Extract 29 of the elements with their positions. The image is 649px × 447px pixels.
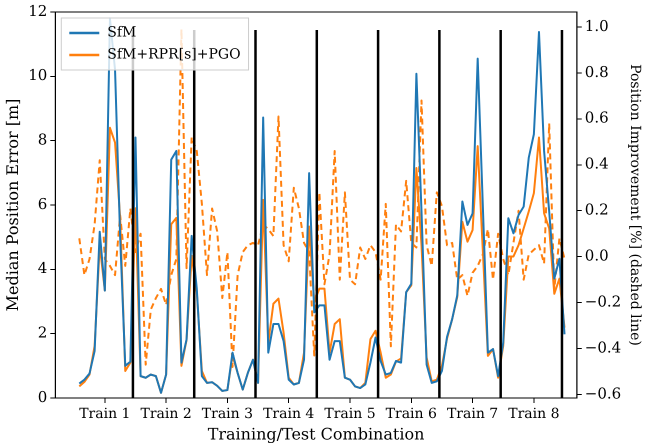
y2-axis-title: Position Improvement [%] (dashed line): [626, 64, 643, 346]
y-tick-label: 6: [38, 194, 48, 213]
y2-tick-label: 0.8: [584, 62, 609, 81]
x-tick-label: Train 1: [79, 406, 130, 422]
x-tick-label: Train 3: [202, 406, 254, 422]
y2-tick-label: −0.2: [584, 292, 622, 311]
legend-label: SfM: [107, 24, 136, 41]
y2-tick-label: −0.4: [584, 338, 622, 356]
y2-tick-label: 0.2: [584, 200, 609, 219]
x-tick-label: Train 7: [446, 406, 498, 422]
y-tick-label: 0: [38, 388, 48, 406]
x-tick-label: Train 6: [386, 406, 437, 422]
x-axis-title: Training/Test Combination: [208, 424, 424, 444]
y-tick-label: 10: [28, 66, 48, 84]
x-tick-label: Train 5: [324, 406, 376, 422]
y2-tick-label: 1.0: [584, 16, 609, 35]
y2-tick-label: 0.4: [584, 154, 609, 173]
y-tick-label: 8: [38, 130, 48, 149]
x-tick-label: Train 2: [140, 406, 192, 422]
legend-label: SfM+RPR[s]+PGO: [107, 46, 241, 63]
x-tick-label: Train 4: [263, 406, 314, 422]
x-tick-label: Train 8: [508, 406, 560, 422]
y2-tick-label: 0.6: [584, 108, 609, 127]
y2-tick-label: −0.6: [584, 384, 622, 402]
y-tick-label: 2: [38, 324, 48, 342]
y-tick-label: 4: [38, 259, 48, 278]
y2-tick-label: 0.0: [584, 246, 609, 265]
y-axis-title: Median Position Error [m]: [2, 98, 22, 312]
y-tick-label: 12: [28, 2, 48, 20]
